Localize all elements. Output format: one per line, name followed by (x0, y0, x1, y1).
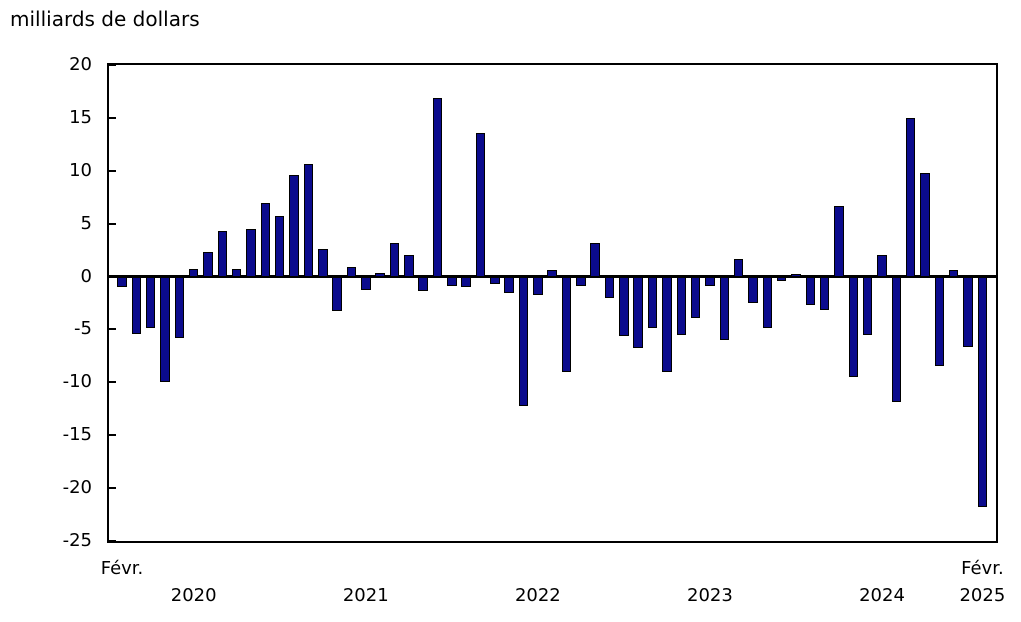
bar-Juil. 2022 (533, 276, 543, 295)
y-tick-mark (109, 116, 116, 119)
bar-Sept. 2023 (733, 258, 744, 277)
y-tick-mark (109, 169, 116, 172)
y-tick-mark (109, 540, 116, 542)
bar-Févr. 2021 (289, 175, 299, 277)
bar-Avr. 2023 (662, 276, 672, 372)
y-tick-label: 10 (69, 159, 92, 181)
chart-title: milliards de dollars (10, 7, 200, 31)
y-tick-mark (109, 275, 116, 278)
bar-Sept. 2024 (905, 117, 916, 277)
bar-Oct. 2023 (748, 276, 758, 303)
bar-Avr. 2020 (145, 276, 156, 329)
bar-Juin 2022 (518, 276, 529, 406)
y-tick-mark (109, 222, 116, 225)
bar-Août 2023 (719, 276, 730, 340)
bar-Nov. 2022 (590, 242, 600, 277)
bar-Avr. 2024 (834, 205, 844, 277)
bar-Sept. 2021 (389, 242, 400, 277)
x-tick-label-last-year: 2025 (959, 585, 1006, 606)
bar-Déc. 2021 (432, 97, 443, 277)
bar-Févr. 2025 (977, 276, 988, 508)
bar-Juin 2024 (862, 276, 873, 335)
y-tick-label: -25 (62, 530, 92, 551)
bar-Oct. 2022 (576, 276, 586, 287)
bar-Mai 2020 (160, 276, 170, 383)
y-tick-mark (109, 434, 116, 437)
y-tick-label: 20 (69, 54, 92, 75)
y-tick-label: -20 (62, 477, 92, 499)
x-tick-label-last-month: Févr. (961, 558, 1004, 579)
bar-Févr. 2022 (461, 276, 471, 288)
bar-Oct. 2021 (404, 255, 414, 277)
x-tick-label-year-2022: 2022 (514, 585, 561, 606)
bar-Déc. 2024 (948, 270, 959, 277)
bar-Août 2020 (203, 252, 213, 277)
plot-area (107, 63, 998, 543)
bar-Févr. 2024 (805, 276, 816, 306)
y-tick-label: -10 (62, 371, 92, 393)
y-tick-label: 5 (80, 212, 92, 234)
bar-Janv. 2024 (791, 274, 801, 277)
bar-Avr. 2022 (490, 276, 500, 284)
bar-Août 2022 (547, 270, 557, 277)
bar-Déc. 2022 (604, 276, 615, 298)
plot-inner (109, 64, 996, 542)
bar-Juil. 2020 (188, 269, 199, 277)
bar-Févr. 2020 (117, 276, 127, 288)
bar-Mars 2024 (819, 276, 830, 311)
bar-Juin 2023 (690, 276, 701, 318)
bar-Oct. 2020 (231, 269, 242, 277)
bar-Nov. 2021 (418, 276, 428, 292)
bar-Sept. 2022 (561, 276, 572, 372)
bar-Mars 2022 (475, 132, 486, 277)
bar-Janv. 2023 (619, 276, 629, 336)
y-tick-mark (109, 64, 116, 66)
bar-Mai 2024 (848, 276, 859, 378)
bar-Nov. 2024 (934, 276, 945, 367)
bar-Juin 2021 (346, 267, 357, 277)
bar-Juil. 2021 (361, 276, 371, 291)
bar-Mars 2021 (303, 164, 314, 277)
bar-Janv. 2022 (447, 276, 457, 287)
bar-Déc. 2020 (260, 202, 271, 277)
bar-Avr. 2021 (318, 249, 328, 277)
x-tick-label-year-2021: 2021 (342, 585, 389, 606)
bar-Nov. 2020 (246, 228, 256, 277)
y-tick-label: 0 (80, 265, 92, 287)
bar-Mai 2022 (504, 276, 514, 294)
bar-Août 2024 (891, 276, 902, 403)
bar-Févr. 2023 (633, 276, 643, 349)
x-tick-label-year-2023: 2023 (687, 585, 733, 606)
zero-baseline (109, 275, 996, 279)
y-tick-label: -15 (62, 424, 92, 446)
y-tick-label: 15 (69, 106, 92, 128)
bar-Mai 2023 (676, 276, 686, 335)
y-tick-mark (109, 487, 116, 490)
bar-Déc. 2023 (776, 276, 787, 281)
bar-Oct. 2024 (920, 172, 930, 277)
bar-Sept. 2020 (217, 231, 228, 277)
x-tick-label-year-2020: 2020 (170, 585, 217, 606)
x-tick-label-year-2024: 2024 (859, 585, 905, 606)
bar-Janv. 2021 (274, 216, 285, 277)
y-tick-mark (109, 328, 116, 331)
bar-Nov. 2023 (762, 276, 773, 329)
bar-Août 2021 (375, 273, 385, 277)
bar-Mars 2023 (647, 276, 658, 329)
bar-Mai 2021 (332, 276, 342, 312)
y-tick-label: -5 (74, 318, 92, 340)
bar-Juin 2020 (174, 276, 185, 338)
bar-Juil. 2023 (705, 276, 715, 287)
y-tick-mark (109, 381, 116, 384)
bar-Mars 2020 (131, 276, 142, 334)
bar-Janv. 2025 (963, 276, 973, 348)
bar-Juil. 2024 (877, 255, 887, 277)
x-tick-label-first: Févr. (100, 558, 144, 579)
